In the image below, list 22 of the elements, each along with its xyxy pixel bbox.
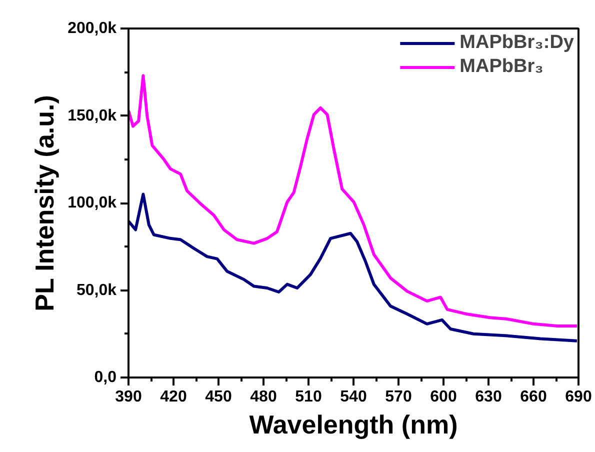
legend-label: MAPbBr₃:Dy — [460, 32, 574, 54]
x-tick-label: 570 — [385, 388, 412, 406]
x-tick-label: 630 — [475, 388, 502, 406]
y-tick-label: 100,0k — [68, 194, 117, 212]
x-tick-label: 690 — [565, 388, 592, 406]
x-axis-title: Wavelength (nm) — [249, 410, 458, 440]
x-tick-label: 510 — [295, 388, 322, 406]
y-tick-label: 50,0k — [76, 282, 117, 299]
x-tick-label: 450 — [205, 388, 232, 406]
y-tick-label: 150,0k — [68, 107, 117, 124]
legend-label: MAPbBr₃ — [460, 56, 544, 78]
x-tick-label: 540 — [340, 388, 367, 406]
x-tick-label: 660 — [520, 388, 547, 406]
y-tick-label: 0,0 — [94, 369, 117, 386]
y-tick-label: 200,0k — [68, 20, 117, 37]
y-axis-title: PL Intensity (a.u.) — [30, 95, 60, 312]
x-tick-label: 420 — [160, 388, 187, 406]
line-series — [128, 74, 578, 328]
x-tick-label: 480 — [250, 388, 277, 406]
line-series — [128, 192, 578, 342]
x-tick-label: 600 — [430, 388, 457, 406]
x-tick-label: 390 — [115, 388, 142, 406]
